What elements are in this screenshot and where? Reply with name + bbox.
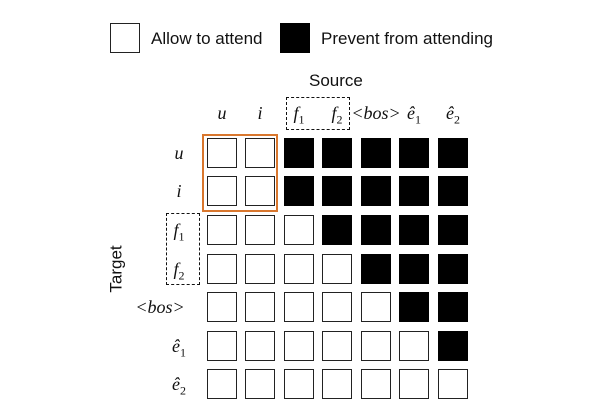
source-token-2: f1 (284, 103, 314, 130)
source-token-base-1: i (257, 103, 263, 123)
mask-cell-r1-c0 (207, 176, 237, 206)
mask-cell-r6-c2 (284, 369, 314, 399)
source-token-6: ê2 (438, 103, 468, 130)
mask-cell-r0-c2 (284, 138, 314, 168)
mask-cell-r5-c5 (399, 331, 429, 361)
target-token-base-3: f (173, 259, 179, 279)
mask-cell-r5-c0 (207, 331, 237, 361)
mask-cell-r4-c2 (284, 292, 314, 322)
target-token-2: f1 (144, 220, 214, 247)
mask-cell-r2-c0 (207, 215, 237, 245)
source-token-4: <bos> (346, 103, 406, 123)
mask-cell-r6-c3 (322, 369, 352, 399)
mask-cell-r6-c0 (207, 369, 237, 399)
target-axis-title: Target (106, 245, 126, 293)
target-token-base-1: i (176, 181, 182, 201)
mask-cell-r1-c2 (284, 176, 314, 206)
mask-cell-r0-c0 (207, 138, 237, 168)
mask-cell-r5-c1 (245, 331, 275, 361)
target-token-0: u (144, 143, 214, 163)
target-token-5: ê1 (144, 336, 214, 363)
source-token-base-5: ê (407, 103, 415, 123)
source-token-base-3: f (331, 103, 337, 123)
source-token-0: u (207, 103, 237, 123)
source-feature-group-box (286, 97, 350, 130)
mask-cell-r6-c1 (245, 369, 275, 399)
source-token-base-2: f (293, 103, 299, 123)
legend-prevent-swatch (280, 23, 310, 53)
source-token-5: ê1 (399, 103, 429, 130)
mask-cell-r2-c1 (245, 215, 275, 245)
target-token-sub-3: 2 (178, 268, 185, 283)
mask-cell-r4-c4 (361, 292, 391, 322)
mask-cell-r3-c2 (284, 254, 314, 284)
mask-cell-r0-c3 (322, 138, 352, 168)
target-token-4: <bos> (125, 297, 195, 317)
mask-cell-r0-c5 (399, 138, 429, 168)
mask-cell-r5-c4 (361, 331, 391, 361)
target-token-sub-2: 1 (178, 229, 185, 244)
target-token-base-6: ê (172, 374, 180, 394)
target-token-3: f2 (144, 259, 214, 286)
mask-cell-r2-c6 (438, 215, 468, 245)
source-token-sub-2: 1 (298, 112, 305, 127)
mask-cell-r4-c6 (438, 292, 468, 322)
target-token-base-5: ê (172, 336, 180, 356)
source-token-1: i (245, 103, 275, 123)
mask-cell-r3-c0 (207, 254, 237, 284)
mask-cell-r4-c0 (207, 292, 237, 322)
source-axis-title: Source (309, 71, 363, 90)
mask-cell-r1-c3 (322, 176, 352, 206)
mask-cell-r1-c1 (245, 176, 275, 206)
mask-cell-r3-c3 (322, 254, 352, 284)
source-token-sub-6: 2 (454, 112, 460, 127)
legend-allow-swatch (110, 23, 140, 53)
mask-cell-r2-c3 (322, 215, 352, 245)
mask-cell-r6-c5 (399, 369, 429, 399)
mask-cell-r2-c2 (284, 215, 314, 245)
mask-cell-r0-c1 (245, 138, 275, 168)
mask-cell-r5-c2 (284, 331, 314, 361)
source-token-base-6: ê (446, 103, 454, 123)
target-token-base-2: f (173, 220, 179, 240)
mask-cell-r0-c6 (438, 138, 468, 168)
mask-cell-r3-c4 (361, 254, 391, 284)
source-token-sub-3: 2 (336, 112, 343, 127)
source-token-sub-5: 1 (415, 112, 421, 127)
target-token-sub-5: 1 (180, 345, 186, 360)
source-token-3: f2 (322, 103, 352, 130)
target-token-sub-6: 2 (180, 383, 186, 398)
mask-cell-r6-c6 (438, 369, 468, 399)
mask-cell-r1-c6 (438, 176, 468, 206)
target-token-base-0: u (174, 143, 184, 163)
mask-cell-r5-c6 (438, 331, 468, 361)
legend-prevent-label: Prevent from attending (321, 29, 493, 48)
mask-cell-r4-c3 (322, 292, 352, 322)
mask-cell-r0-c4 (361, 138, 391, 168)
user-item-highlight-box (202, 134, 278, 212)
mask-cell-r3-c5 (399, 254, 429, 284)
legend-allow-label: Allow to attend (151, 29, 263, 48)
source-token-base-0: u (217, 103, 227, 123)
mask-cell-r2-c5 (399, 215, 429, 245)
target-feature-group-box (166, 213, 200, 285)
mask-cell-r4-c1 (245, 292, 275, 322)
mask-cell-r3-c1 (245, 254, 275, 284)
mask-cell-r1-c5 (399, 176, 429, 206)
source-token-base-4: <bos> (351, 103, 401, 123)
mask-cell-r4-c5 (399, 292, 429, 322)
mask-cell-r2-c4 (361, 215, 391, 245)
mask-cell-r1-c4 (361, 176, 391, 206)
mask-cell-r5-c3 (322, 331, 352, 361)
target-token-6: ê2 (144, 374, 214, 401)
target-token-base-4: <bos> (135, 297, 185, 317)
mask-cell-r6-c4 (361, 369, 391, 399)
target-token-1: i (144, 181, 214, 201)
mask-cell-r3-c6 (438, 254, 468, 284)
